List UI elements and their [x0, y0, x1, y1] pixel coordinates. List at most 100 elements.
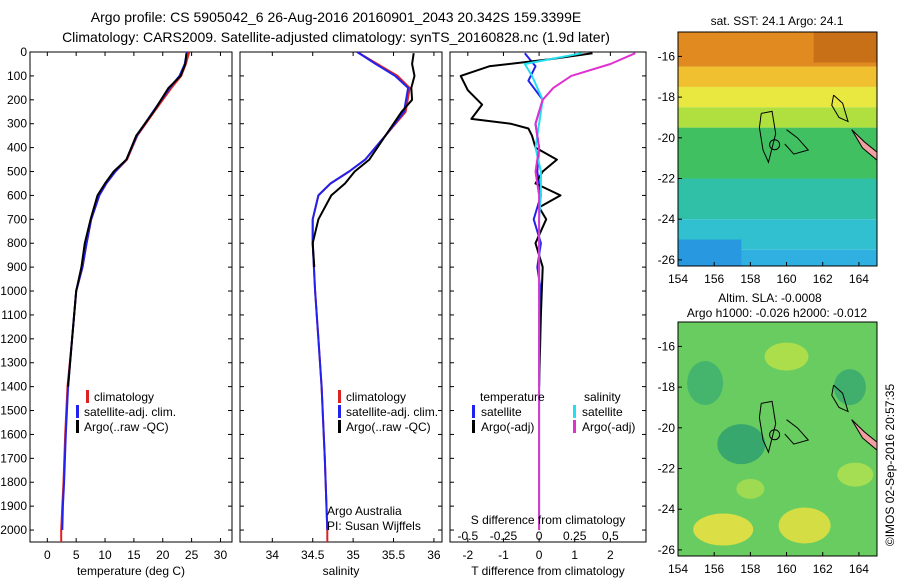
sst-band — [678, 86, 877, 108]
y-tick-label: 600 — [7, 188, 27, 202]
y-tick-label: 1400 — [0, 380, 27, 394]
y-tick-label: 700 — [7, 212, 27, 226]
x-tick-label: 30 — [214, 548, 228, 562]
salinity-xlabel: salinity — [323, 564, 360, 578]
argo-position-marker — [769, 429, 781, 441]
difference-axes-frame — [449, 51, 647, 543]
imos-timestamp: ©IMOS 02-Sep-2016 20:57:35 — [883, 384, 897, 547]
pi-label: PI: Susan Wijffels — [327, 519, 421, 533]
x2-tick-label: 0.25 — [563, 529, 587, 543]
series-line-satellite-adj-clim- — [61, 51, 188, 531]
sst-map: sat. SST: 24.1 Argo: 24.1 154 156 158 160 16… — [658, 14, 878, 286]
legend-swatch-argo — [76, 420, 79, 433]
x-tick-label: 25 — [185, 548, 199, 562]
reef-outline — [784, 129, 810, 155]
y-tick-label: 1000 — [0, 284, 27, 298]
x2-tick-label: -0.5 — [457, 529, 478, 543]
legend-swatch-satellite — [76, 405, 79, 418]
sla-anomaly-blob — [687, 361, 724, 406]
legend-swatch-temp-argo — [472, 420, 475, 433]
x2-tick-label: -0.25 — [490, 529, 518, 543]
map-x-tick-label: 154 — [668, 562, 688, 576]
map-y-tick-label: -26 — [658, 253, 676, 267]
x-tick-label: 35 — [346, 548, 360, 562]
y-tick-label: 1100 — [1, 308, 27, 322]
legend-label-sal-argo: Argo(-adj) — [582, 420, 635, 434]
y-tick-label: 300 — [7, 117, 27, 131]
reef-outline — [758, 400, 777, 454]
x-tick-label: 36 — [427, 548, 441, 562]
series-line-argo-raw-qc- — [311, 53, 416, 268]
sla-map: Altim. SLA: -0.0008 Argo h1000: -0.026 h… — [658, 291, 878, 576]
sla-anomaly-blob — [833, 369, 866, 406]
y-tick-label: 1500 — [0, 404, 27, 418]
series-line-climatology — [311, 51, 411, 542]
temperature-xlabel: temperature (deg C) — [77, 564, 185, 578]
sst-map-frame — [677, 31, 878, 267]
argo-position-marker — [769, 139, 781, 151]
legend-swatch-argo — [338, 420, 341, 433]
map-x-tick-label: 160 — [777, 272, 797, 286]
y-tick-label: 1700 — [0, 451, 27, 465]
x2-tick-label: 0.5 — [602, 529, 619, 543]
difference-panel: -2 -1 0 1 2 T difference from climatology S … — [449, 51, 647, 578]
sla-anomaly-blob — [693, 513, 754, 546]
map-x-tick-label: 164 — [849, 272, 869, 286]
sla-anomaly-blob — [837, 462, 874, 487]
sst-map-title: sat. SST: 24.1 Argo: 24.1 — [711, 14, 844, 28]
legend-label-satellite: satellite-adj. clim. — [84, 405, 176, 419]
series-line-satellite-adj-clim- — [311, 51, 410, 531]
series-line-climatology — [60, 51, 191, 542]
legend-swatch-sal-satellite — [573, 405, 576, 418]
x-tick-label: 35.5 — [382, 548, 406, 562]
legend-swatch-sal-argo — [573, 420, 576, 433]
legend-swatch-climatology — [338, 390, 341, 403]
x-tick-label: 0 — [44, 548, 51, 562]
x-tick-label: 34 — [266, 548, 280, 562]
legend-label-climatology: climatology — [346, 390, 406, 404]
series-line-argo-raw-qc- — [67, 53, 188, 387]
sla-anomaly-blob — [717, 424, 766, 465]
x-tick-label: 5 — [73, 548, 80, 562]
sla-map-subtitle: Argo h1000: -0.026 h2000: -0.012 — [687, 306, 867, 320]
x-tick-label: -2 — [462, 548, 473, 562]
y-tick-label: 1200 — [0, 332, 27, 346]
y-tick-label: 1900 — [0, 499, 27, 513]
sst-band — [678, 127, 877, 179]
sst-band — [678, 66, 877, 87]
difference-xlabel: T difference from climatology — [471, 564, 625, 578]
x-tick-label: 15 — [127, 548, 141, 562]
map-y-tick-label: -24 — [658, 502, 676, 516]
reef-outline — [831, 384, 849, 413]
y-tick-label: 200 — [7, 93, 27, 107]
map-x-tick-label: 156 — [704, 272, 724, 286]
map-y-tick-label: -20 — [658, 421, 676, 435]
temperature-legend: climatology satellite-adj. clim. Argo(..… — [76, 390, 176, 434]
sla-anomaly-blob — [764, 342, 809, 371]
map-y-tick-label: -16 — [658, 49, 676, 63]
map-y-tick-label: -18 — [658, 90, 676, 104]
legend-title-temperature: temperature — [480, 390, 545, 404]
y-tick-label: 800 — [7, 236, 27, 250]
sla-anomaly-blob — [778, 507, 831, 544]
difference-legend: temperature salinity satellite Argo(-adj… — [472, 390, 635, 434]
x-tick-label: 1 — [571, 548, 578, 562]
legend-label-satellite: satellite-adj. clim. — [346, 405, 438, 419]
y-tick-label: 0 — [20, 45, 27, 59]
reef-outline — [831, 94, 849, 123]
header-subtitle: Climatology: CARS2009. Satellite-adjuste… — [62, 29, 610, 45]
map-y-tick-label: -16 — [658, 339, 676, 353]
y-tick-label: 400 — [7, 141, 27, 155]
sla-anomaly-blob — [736, 478, 765, 499]
legend-label-argo: Argo(..raw -QC) — [346, 420, 431, 434]
x-tick-label: 20 — [156, 548, 170, 562]
map-y-tick-label: -22 — [658, 462, 676, 476]
x-tick-label: 34.5 — [301, 548, 325, 562]
y-tick-label: 1300 — [0, 356, 27, 370]
difference-x2label: S difference from climatology — [471, 513, 626, 527]
salinity-panel: 34 34.5 35 35.5 36 salinity climatology sate… — [239, 51, 443, 578]
sst-band — [678, 178, 877, 220]
x2-tick-label: 0 — [536, 529, 543, 543]
legend-swatch-satellite — [338, 405, 341, 418]
